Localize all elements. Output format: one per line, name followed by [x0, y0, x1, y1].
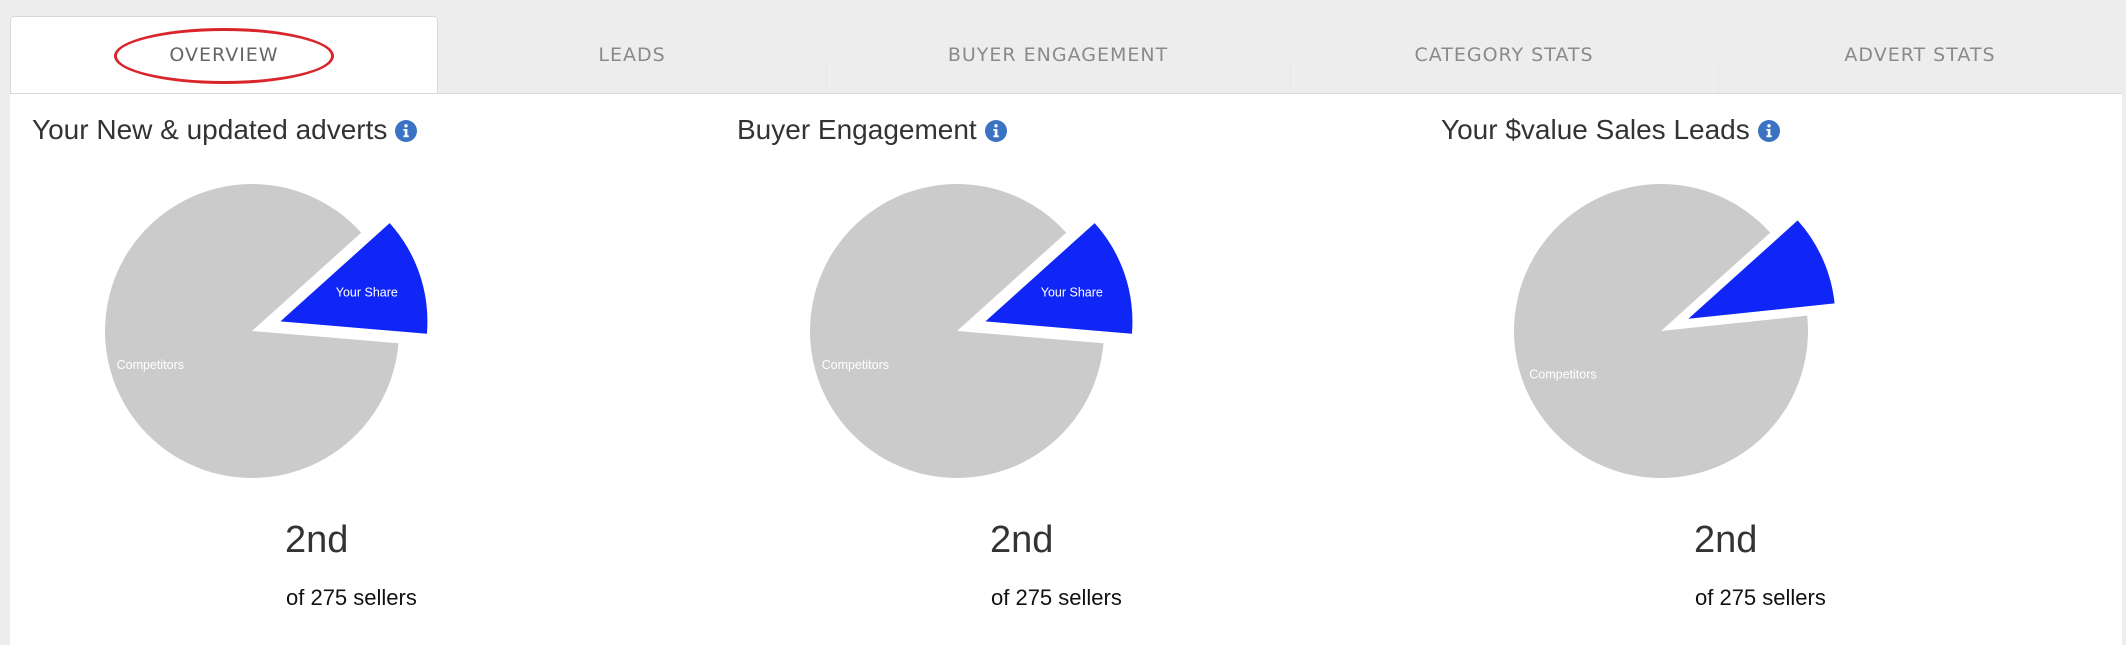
- buyer-engagement-rank: 2nd: [990, 519, 1054, 561]
- tab-advert-stats[interactable]: ADVERT STATS: [1718, 16, 2122, 93]
- sales-leads-rank: 2nd: [1694, 519, 1758, 561]
- your-share-label: Your Share: [336, 285, 398, 299]
- competitors-slice: [104, 184, 399, 479]
- tab-buyer-engagement[interactable]: BUYER ENGAGEMENT: [826, 16, 1290, 93]
- tab-category-stats[interactable]: CATEGORY STATS: [1290, 16, 1718, 93]
- buyer-engagement-card-title: Buyer Engagement: [737, 114, 1007, 146]
- tab-leads-label: LEADS: [598, 43, 666, 66]
- buyer-engagement-card: Buyer Engagement Your Share Competitors 2…: [715, 94, 1415, 645]
- sales-leads-card-title: Your $value Sales Leads: [1441, 114, 1780, 146]
- sales-leads-seller-count: of 275 sellers: [1695, 585, 1826, 610]
- adverts-rank: 2nd: [285, 519, 349, 561]
- adverts-card: Your New & updated adverts Your Share Com…: [10, 94, 710, 645]
- tab-buyer-engagement-label: BUYER ENGAGEMENT: [947, 43, 1169, 66]
- your-share-slice: [280, 223, 428, 334]
- sales-leads-card-title-text: Your $value Sales Leads: [1441, 114, 1750, 145]
- adverts-pie-chart: Your Share Competitors: [104, 184, 428, 479]
- buyer-engagement-pie-chart: Your Share Competitors: [809, 184, 1133, 479]
- tab-overview[interactable]: OVERVIEW: [10, 16, 438, 93]
- tab-bar: OVERVIEW LEADS BUYER ENGAGEMENT CATEGORY…: [0, 0, 2126, 94]
- buyer-engagement-seller-count: of 275 sellers: [991, 585, 1122, 610]
- competitors-label: Competitors: [822, 358, 889, 372]
- buyer-engagement-card-title-text: Buyer Engagement: [737, 114, 977, 145]
- info-icon[interactable]: [395, 120, 418, 142]
- sales-leads-card: Your $value Sales Leads Competitors 2nd …: [1419, 94, 2119, 645]
- adverts-card-title-text: Your New & updated adverts: [32, 114, 388, 145]
- info-icon[interactable]: [984, 120, 1007, 142]
- tab-advert-stats-label: ADVERT STATS: [1844, 43, 1996, 66]
- info-icon[interactable]: [1757, 120, 1780, 142]
- your-share-label: Your Share: [1041, 285, 1103, 299]
- competitors-label: Competitors: [1529, 368, 1596, 382]
- tab-divider: [1290, 62, 1291, 94]
- adverts-card-title: Your New & updated adverts: [32, 114, 418, 146]
- competitors-slice: [1514, 184, 1808, 479]
- tab-leads[interactable]: LEADS: [438, 16, 826, 93]
- your-share-slice: [1688, 220, 1835, 319]
- tab-overview-label: OVERVIEW: [169, 44, 279, 66]
- your-share-slice: [985, 223, 1133, 334]
- sales-leads-pie-chart: Competitors: [1514, 184, 1835, 479]
- tab-divider: [826, 62, 827, 94]
- tab-divider: [1718, 62, 1719, 94]
- tab-category-stats-label: CATEGORY STATS: [1414, 43, 1594, 66]
- competitors-label: Competitors: [117, 358, 184, 372]
- overview-panel: Your New & updated adverts Your Share Com…: [10, 93, 2122, 645]
- competitors-slice: [809, 184, 1104, 479]
- adverts-seller-count: of 275 sellers: [286, 585, 417, 610]
